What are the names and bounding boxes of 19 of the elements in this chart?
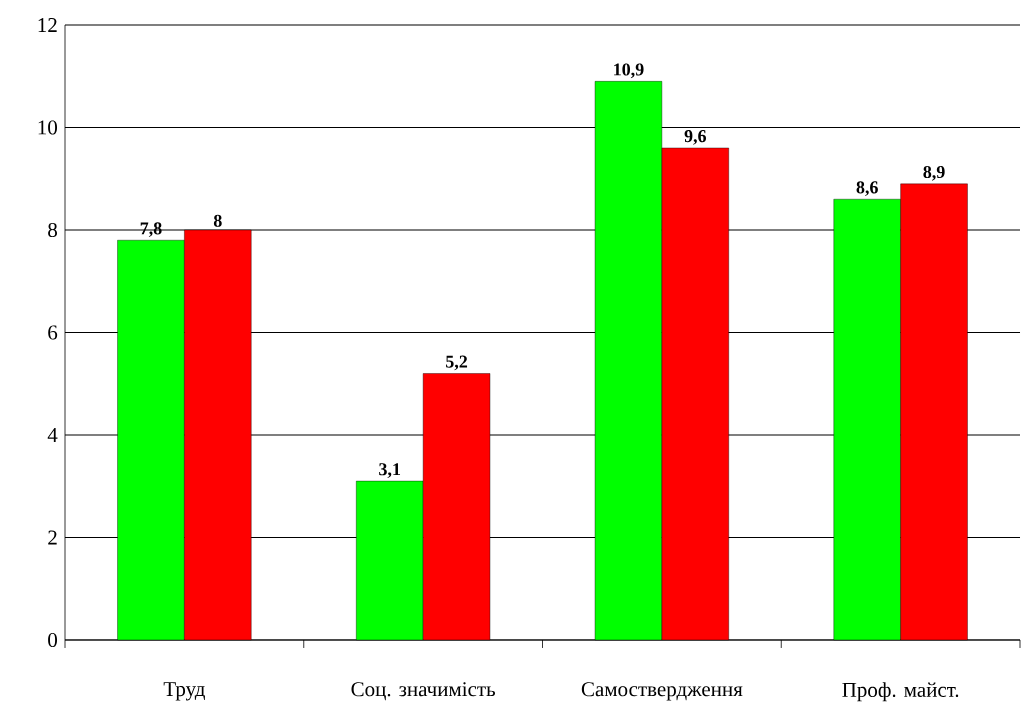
data-label: 10,9	[614, 63, 644, 79]
y-tick-label: 4	[47, 428, 58, 442]
y-tick-label: 0	[48, 632, 58, 648]
data-label: 3,1	[379, 463, 401, 478]
data-label: 8,9	[923, 165, 945, 181]
data-label: 8,6	[856, 181, 878, 197]
y-tick-label: 10	[38, 120, 58, 135]
y-tick-label: 2	[48, 530, 57, 545]
y-tick-label: 6	[48, 325, 58, 340]
x-tick-label: Проф. майст.	[842, 682, 959, 702]
data-label: 7,8	[140, 222, 162, 238]
x-tick-label: Труд	[163, 682, 205, 701]
data-label: 5,2	[446, 355, 468, 371]
y-tick-label: 12	[38, 18, 57, 32]
x-tick-label: Соц. значимість	[351, 682, 496, 701]
data-label: 9,6	[684, 130, 707, 145]
y-tick-label: 8	[48, 222, 58, 238]
data-label: 8	[213, 214, 222, 227]
x-tick-label: Самоствердження	[581, 682, 743, 701]
